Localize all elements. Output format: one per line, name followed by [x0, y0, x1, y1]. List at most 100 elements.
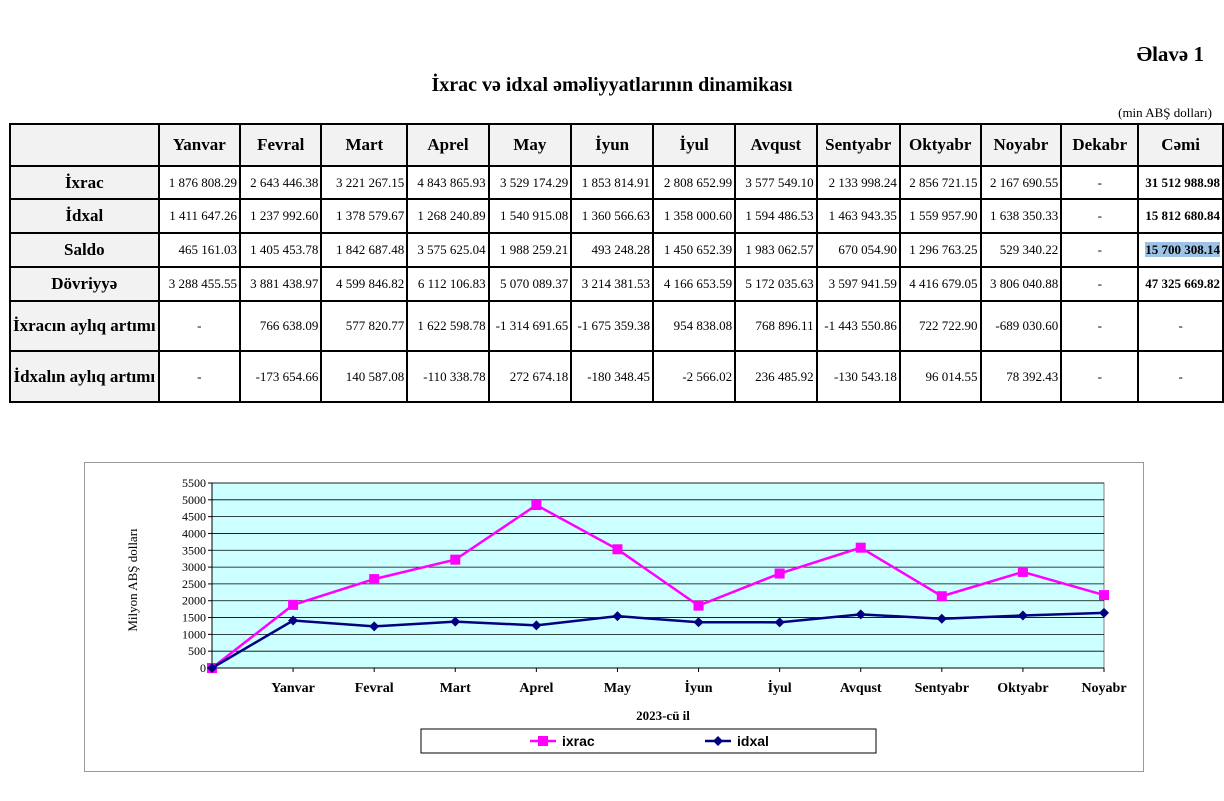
column-header: Aprel [406, 123, 490, 167]
cell-value: 3 881 438.97 [250, 276, 319, 291]
cell-value: 2 808 652.99 [663, 174, 733, 190]
cell-value: 1 237 992.60 [250, 208, 319, 223]
table-cell: 4 599 846.82 [320, 266, 409, 302]
cell-value: 31 512 988.98 [1145, 174, 1220, 190]
table-cell: 1 853 814.91 [570, 165, 655, 200]
plot-area [211, 482, 1105, 669]
table-cell: 78 392.43 [979, 350, 1063, 403]
table-cell: 766 638.09 [239, 300, 323, 352]
cell-value: 4 599 846.82 [335, 276, 405, 291]
table-cell: 1 540 915.08 [487, 198, 573, 234]
table-cell: 6 112 106.83 [406, 266, 490, 302]
table-cell: 1 360 566.63 [570, 198, 655, 234]
cell-value: 15 812 680.84 [1145, 208, 1220, 223]
column-header: İyun [570, 123, 655, 167]
series-line-ixrac [211, 503, 1105, 669]
table-cell: 493 248.28 [570, 232, 655, 268]
table-cell: - [1060, 232, 1140, 268]
cell-value: 1 876 808.29 [168, 174, 238, 190]
cell-value: 1 540 915.08 [499, 208, 569, 223]
table-cell: 465 161.03 [157, 232, 242, 268]
y-tick-label: 4500 [182, 510, 206, 524]
cell-value: 1 559 957.90 [909, 208, 978, 223]
cell-value: 1 853 814.91 [581, 174, 651, 190]
column-header: Mart [320, 123, 409, 167]
cell-value: 1 268 240.89 [417, 208, 486, 223]
cell-value: 4 843 865.93 [417, 174, 486, 190]
column-header [9, 123, 160, 167]
cell-value: 1 842 687.48 [335, 242, 405, 257]
table-cell: 3 806 040.88 [979, 266, 1063, 302]
x-tick-label: Sentyabr [915, 681, 969, 696]
cell-value: - [1097, 208, 1102, 223]
legend [420, 728, 877, 754]
cell-value: 3 806 040.88 [989, 276, 1059, 291]
x-tick-label: Avqust [840, 681, 882, 696]
cell-value: 954 838.08 [673, 318, 733, 333]
column-header: May [487, 123, 573, 167]
table-cell: 1 988 259.21 [487, 232, 573, 268]
table-cell: 722 722.90 [898, 300, 982, 352]
cell-value: 766 638.09 [259, 318, 319, 333]
data-point-ixrac [936, 591, 947, 602]
table-cell: 1 638 350.33 [979, 198, 1063, 234]
data-point-idxal [207, 663, 217, 673]
cell-value: - [1178, 368, 1183, 384]
x-tick-label: May [604, 681, 631, 696]
table-cell: -689 030.60 [979, 300, 1063, 352]
data-point-idxal [531, 620, 542, 631]
cell-value: 3 221 267.15 [335, 174, 405, 190]
cell-value: 78 392.43 [1006, 368, 1059, 384]
data-point-idxal [936, 613, 947, 624]
table-cell: 15 812 680.84 [1137, 198, 1224, 234]
data-point-idxal [855, 609, 866, 620]
cell-value: 3 288 455.55 [168, 276, 238, 291]
row-label: İdxalın aylıq artımı [9, 350, 160, 403]
legend-label-idxal: idxal [737, 733, 769, 749]
cell-value: -1 314 691.65 [495, 318, 569, 333]
cell-value: 1 638 350.33 [989, 208, 1059, 223]
table-cell: -2 566.02 [652, 350, 737, 403]
x-axis-title: 2023-cü il [636, 708, 690, 723]
cell-value: 2 856 721.15 [909, 174, 978, 190]
table-cell: - [157, 300, 242, 352]
cell-value: - [1097, 318, 1102, 333]
cell-value: - [197, 368, 202, 384]
table-cell: 96 014.55 [898, 350, 982, 403]
y-tick-label: 1500 [182, 611, 206, 625]
table-cell: 768 896.11 [734, 300, 818, 352]
table-cell: 2 167 690.55 [979, 165, 1063, 200]
cell-value: 272 674.18 [509, 368, 569, 384]
cell-value: 96 014.55 [925, 368, 978, 384]
cell-value: 493 248.28 [591, 242, 651, 257]
table-cell: 1 268 240.89 [406, 198, 490, 234]
table-cell: 2 856 721.15 [898, 165, 982, 200]
table-cell: 3 221 267.15 [320, 165, 409, 200]
x-tick-label: Yanvar [271, 681, 315, 696]
data-point-idxal [774, 617, 785, 628]
cell-value: 6 112 106.83 [417, 276, 486, 291]
table-cell: 3 575 625.04 [406, 232, 490, 268]
column-header: Dekabr [1060, 123, 1140, 167]
cell-value: 236 485.92 [755, 368, 814, 384]
cell-value: 3 575 625.04 [417, 242, 486, 257]
row-label: İxracın aylıq artımı [9, 300, 160, 352]
cell-value: 5 070 089.37 [499, 276, 569, 291]
cell-value: - [197, 318, 202, 333]
table-cell: -1 675 359.38 [570, 300, 655, 352]
data-table: Yanvar Fevral Mart Aprel May İyun İyul Avqust Se… [9, 123, 1224, 403]
table-cell: 1 463 943.35 [815, 198, 901, 234]
row-label: İdxal [9, 198, 160, 234]
table-cell: 1 622 598.78 [406, 300, 490, 352]
y-tick-label: 3500 [182, 543, 206, 557]
table-cell: 3 288 455.55 [157, 266, 242, 302]
data-point-idxal [693, 617, 704, 628]
column-header: Yanvar [157, 123, 242, 167]
cell-value: 3 577 549.10 [745, 174, 814, 190]
cell-value: 1 411 647.26 [169, 208, 238, 223]
table-cell: - [157, 350, 242, 403]
data-point-idxal [288, 615, 299, 626]
cell-value: 4 416 679.05 [909, 276, 978, 291]
data-point-idxal [612, 611, 623, 622]
cell-value: -173 654.66 [255, 368, 319, 384]
